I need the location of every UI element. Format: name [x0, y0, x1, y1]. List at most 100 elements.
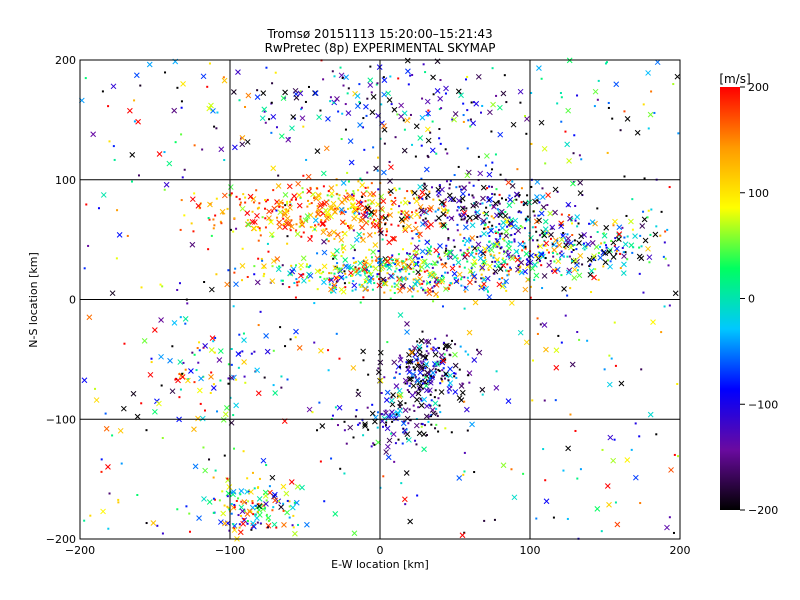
- data-point-dot: [624, 251, 627, 254]
- data-point-dot: [523, 227, 526, 230]
- data-point-dot: [420, 269, 423, 272]
- data-point-dot: [336, 424, 339, 427]
- data-point-x: [334, 96, 340, 102]
- data-point-x: [411, 190, 418, 196]
- data-point-dot: [436, 360, 439, 363]
- data-point-dot: [430, 263, 433, 266]
- data-point-dot: [395, 371, 398, 374]
- data-point-dot: [247, 490, 250, 493]
- data-point-x: [425, 137, 432, 144]
- data-point-dot: [261, 216, 264, 219]
- data-point-x: [239, 205, 246, 212]
- data-point-dot: [440, 379, 443, 382]
- data-point-dot: [614, 364, 617, 367]
- data-point-x: [216, 357, 223, 363]
- data-point-x: [241, 359, 247, 365]
- data-point-x: [477, 170, 484, 177]
- data-point-dot: [372, 221, 375, 224]
- data-point-dot: [579, 468, 582, 471]
- data-point-dot: [198, 204, 201, 207]
- data-point-dot: [494, 260, 497, 263]
- data-point-dot: [492, 256, 495, 259]
- data-point-dot: [342, 251, 345, 254]
- data-point-dot: [500, 232, 503, 235]
- data-point-x: [141, 338, 148, 344]
- data-point-x: [338, 206, 345, 213]
- data-point-dot: [261, 259, 264, 262]
- data-point-x: [389, 273, 396, 280]
- data-point-dot: [398, 354, 401, 357]
- data-point-dot: [576, 331, 579, 334]
- data-point-x: [270, 165, 277, 172]
- data-point-dot: [437, 430, 440, 433]
- data-point-dot: [423, 382, 426, 385]
- data-point-dot: [390, 200, 393, 203]
- data-point-x: [391, 106, 398, 113]
- data-point-dot: [275, 526, 278, 529]
- data-point-dot: [364, 272, 367, 275]
- data-point-dot: [585, 245, 588, 248]
- data-point-x: [589, 219, 596, 225]
- data-point-dot: [486, 232, 489, 235]
- data-point-dot: [230, 503, 233, 506]
- data-point-dot: [376, 273, 379, 276]
- data-point-dot: [401, 442, 404, 445]
- data-point-dot: [415, 262, 418, 265]
- data-point-dot: [100, 458, 103, 461]
- data-point-x: [414, 278, 420, 285]
- data-point-dot: [313, 228, 316, 231]
- data-point-x: [266, 208, 272, 215]
- data-point-x: [471, 357, 478, 363]
- data-point-x: [377, 377, 384, 384]
- data-point-dot: [488, 221, 491, 224]
- data-point-x: [202, 342, 209, 349]
- data-point-dot: [362, 233, 365, 236]
- data-point-dot: [638, 272, 641, 275]
- data-point-x: [263, 501, 269, 507]
- data-point-x: [475, 241, 482, 248]
- data-point-dot: [247, 509, 250, 512]
- data-point-dot: [415, 196, 418, 199]
- data-point-dot: [475, 249, 478, 252]
- data-point-x: [602, 250, 609, 257]
- data-point-dot: [266, 517, 269, 520]
- data-point-x: [381, 91, 388, 98]
- data-point-x: [487, 109, 493, 116]
- data-point-x: [388, 397, 395, 404]
- data-point-dot: [353, 212, 356, 215]
- data-point-x: [274, 256, 281, 262]
- data-point-dot: [291, 524, 294, 527]
- data-point-dot: [582, 242, 585, 245]
- data-point-x: [522, 286, 529, 293]
- data-point-dot: [448, 284, 451, 287]
- data-point-dot: [526, 258, 529, 261]
- data-point-dot: [238, 333, 241, 336]
- data-point-dot: [588, 222, 591, 225]
- data-point-x: [404, 57, 411, 64]
- data-point-dot: [278, 205, 281, 208]
- data-point-x: [541, 145, 548, 152]
- data-point-dot: [518, 194, 521, 197]
- data-point-dot: [307, 266, 310, 269]
- data-point-x: [385, 454, 392, 461]
- data-point-dot: [288, 500, 291, 503]
- data-point-dot: [398, 187, 401, 190]
- data-point-dot: [179, 388, 182, 391]
- data-point-dot: [500, 263, 503, 266]
- data-point-dot: [466, 147, 469, 150]
- data-point-x: [404, 321, 410, 327]
- data-point-dot: [448, 187, 451, 190]
- data-point-x: [278, 133, 285, 140]
- data-point-dot: [412, 197, 415, 200]
- data-point-x: [459, 389, 466, 396]
- data-point-dot: [346, 171, 349, 174]
- data-point-dot: [455, 186, 458, 189]
- data-point-dot: [477, 155, 480, 158]
- data-point-x: [415, 269, 422, 276]
- data-point-dot: [334, 207, 337, 210]
- data-point-dot: [246, 275, 249, 278]
- data-point-dot: [414, 155, 417, 158]
- data-point-x: [289, 268, 296, 275]
- data-point-dot: [428, 390, 431, 393]
- data-point-dot: [420, 286, 423, 289]
